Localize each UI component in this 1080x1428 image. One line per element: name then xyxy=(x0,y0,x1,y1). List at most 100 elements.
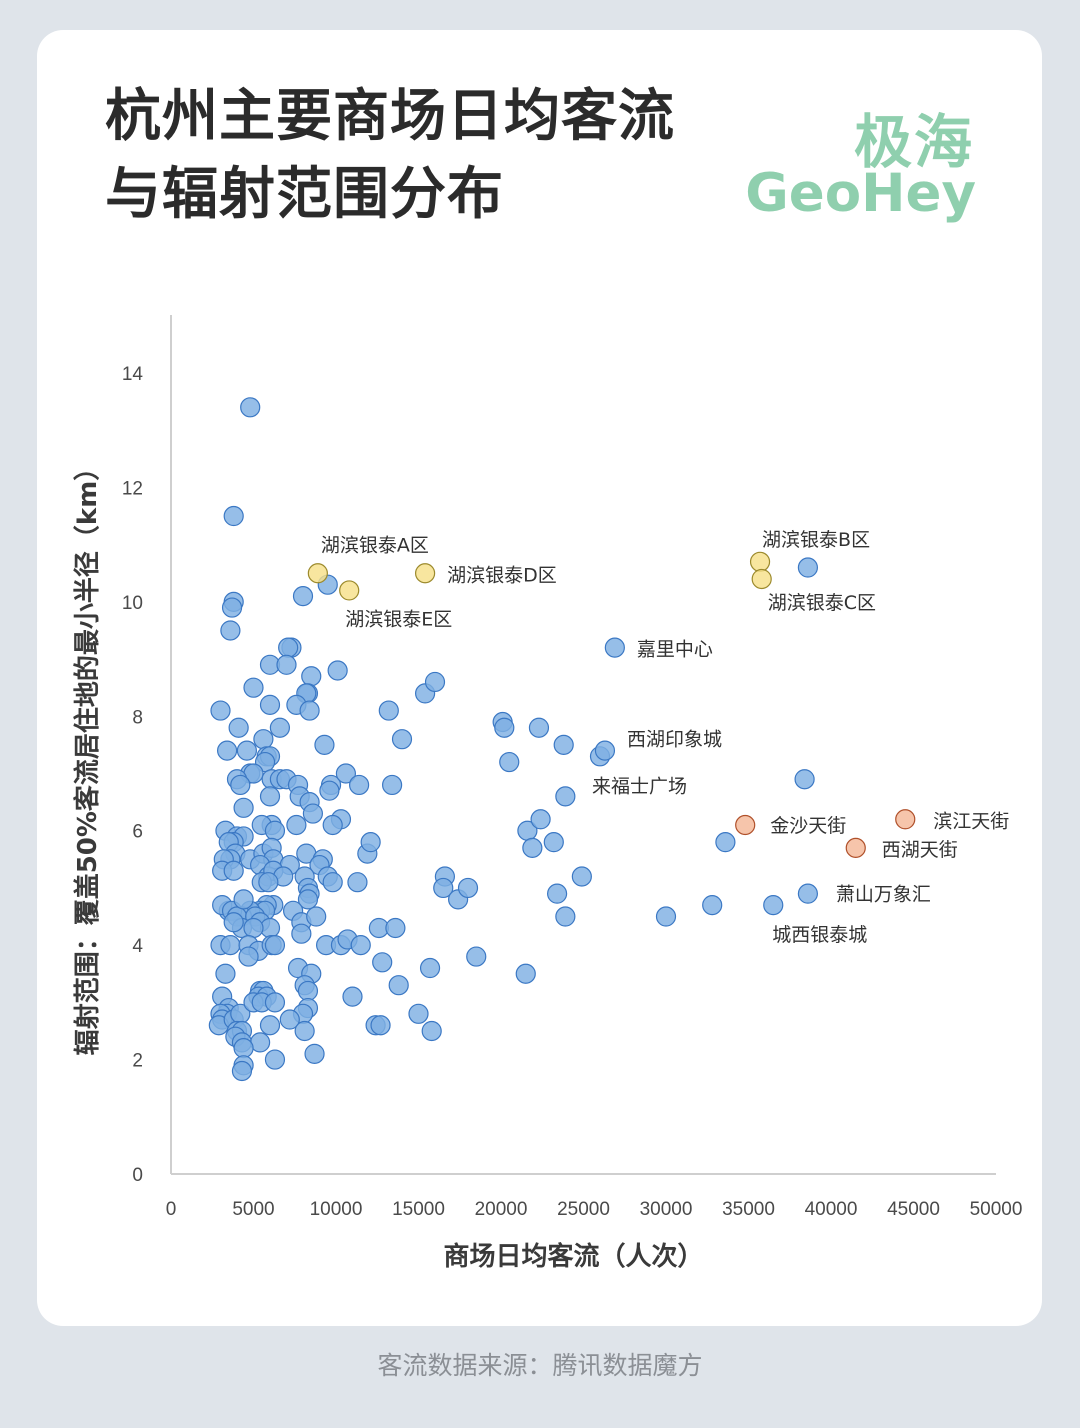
data-point-blue xyxy=(522,837,543,858)
y-tick-label: 4 xyxy=(132,936,143,957)
x-tick-label: 25000 xyxy=(557,1199,610,1220)
data-point-blue xyxy=(433,877,454,899)
data-point-blue xyxy=(350,935,371,956)
data-point-blue xyxy=(238,946,259,967)
data-point-blue xyxy=(233,889,254,910)
chart-points xyxy=(208,397,916,1082)
annotation-label: 湖滨银泰E区 xyxy=(345,608,452,630)
data-point-blue xyxy=(301,666,322,687)
brand-logo-en: GeoHey xyxy=(745,163,976,224)
data-point-blue xyxy=(715,832,736,853)
data-point-blue xyxy=(604,637,625,658)
data-source-note: 客流数据来源：腾讯数据魔方 xyxy=(377,1351,703,1380)
data-point-blue xyxy=(258,872,279,893)
data-point-orange xyxy=(895,809,916,830)
data-point-blue xyxy=(304,1043,325,1064)
data-point-blue xyxy=(236,740,257,761)
data-point-blue xyxy=(797,557,819,578)
x-tick-label: 0 xyxy=(166,1199,177,1220)
data-point-blue xyxy=(327,660,348,681)
data-point-yellow xyxy=(751,568,772,590)
x-tick-label: 5000 xyxy=(232,1199,274,1220)
y-tick-label: 12 xyxy=(122,478,143,499)
data-point-blue xyxy=(240,397,261,418)
data-point-blue xyxy=(243,677,264,698)
page-title: 杭州主要商场日均客流与辐射范围分布 xyxy=(105,84,675,227)
data-point-blue xyxy=(223,860,244,881)
annotation-label: 滨江天街 xyxy=(933,810,1009,832)
annotation-label: 湖滨银泰A区 xyxy=(321,534,429,556)
annotation-label: 嘉里中心 xyxy=(637,639,713,661)
data-point-yellow xyxy=(307,563,328,584)
data-point-blue xyxy=(370,1015,391,1036)
data-point-blue xyxy=(347,872,368,893)
data-point-blue xyxy=(243,917,264,939)
data-point-blue xyxy=(322,872,343,893)
data-point-blue xyxy=(264,935,286,956)
data-point-blue xyxy=(342,986,363,1007)
data-point-blue xyxy=(220,620,241,641)
data-point-blue xyxy=(372,952,393,973)
data-point-blue xyxy=(264,820,286,841)
data-point-yellow xyxy=(339,580,360,601)
data-point-blue xyxy=(419,957,441,979)
data-point-blue xyxy=(424,671,446,693)
data-point-blue xyxy=(335,763,356,784)
data-point-blue xyxy=(763,894,784,916)
data-point-blue xyxy=(259,1015,281,1036)
x-tick-label: 20000 xyxy=(475,1199,528,1220)
data-point-blue xyxy=(499,751,520,773)
data-point-blue xyxy=(797,883,819,904)
data-point-blue xyxy=(276,654,297,675)
y-tick-label: 14 xyxy=(122,364,144,385)
annotation-label: 西湖印象城 xyxy=(627,729,722,751)
y-axis-title: 辐射范围：覆盖50%客流居住地的最小半径（km） xyxy=(72,455,103,1056)
data-point-blue xyxy=(297,889,319,910)
data-point-blue xyxy=(553,734,574,755)
data-point-blue xyxy=(221,597,243,618)
data-point-blue xyxy=(233,1038,254,1059)
data-point-blue xyxy=(466,946,487,967)
data-point-blue xyxy=(349,774,370,796)
data-point-blue xyxy=(319,780,340,801)
data-point-blue xyxy=(494,717,515,738)
data-point-blue xyxy=(220,935,241,956)
y-tick-label: 10 xyxy=(122,593,143,614)
data-point-blue xyxy=(210,700,231,721)
y-tick-label: 8 xyxy=(132,707,143,728)
data-point-blue xyxy=(231,1060,253,1082)
data-point-blue xyxy=(360,832,381,853)
data-point-blue xyxy=(292,586,314,607)
x-tick-label: 30000 xyxy=(640,1199,693,1220)
annotation-label: 湖滨银泰C区 xyxy=(768,592,876,614)
data-point-orange xyxy=(845,837,866,858)
data-point-yellow xyxy=(415,563,436,584)
data-point-blue xyxy=(306,906,327,927)
annotation-label: 湖滨银泰B区 xyxy=(762,529,870,551)
x-tick-label: 15000 xyxy=(392,1199,445,1220)
data-point-blue xyxy=(278,637,299,658)
data-point-blue xyxy=(594,740,616,761)
data-point-blue xyxy=(378,700,399,721)
data-point-orange xyxy=(735,814,756,836)
annotation-label: 萧山万象汇 xyxy=(836,884,931,906)
data-point-blue xyxy=(314,734,335,755)
data-point-blue xyxy=(571,866,592,887)
y-tick-label: 2 xyxy=(132,1051,143,1072)
x-axis-title: 商场日均客流（人次） xyxy=(443,1241,703,1272)
data-point-blue xyxy=(388,975,409,996)
x-tick-label: 50000 xyxy=(970,1199,1023,1220)
x-tick-label: 40000 xyxy=(805,1199,858,1220)
data-point-yellow xyxy=(749,551,771,572)
card xyxy=(37,30,1042,1326)
data-point-blue xyxy=(543,832,564,853)
data-point-blue xyxy=(391,729,413,750)
data-point-blue xyxy=(794,769,815,790)
data-point-blue xyxy=(421,1020,442,1042)
data-point-blue xyxy=(457,877,479,899)
data-point-blue xyxy=(408,1003,429,1024)
brand-logo-cn: 极海 xyxy=(853,108,974,176)
annotation-label: 湖滨银泰D区 xyxy=(447,564,557,586)
data-point-blue xyxy=(702,894,723,916)
